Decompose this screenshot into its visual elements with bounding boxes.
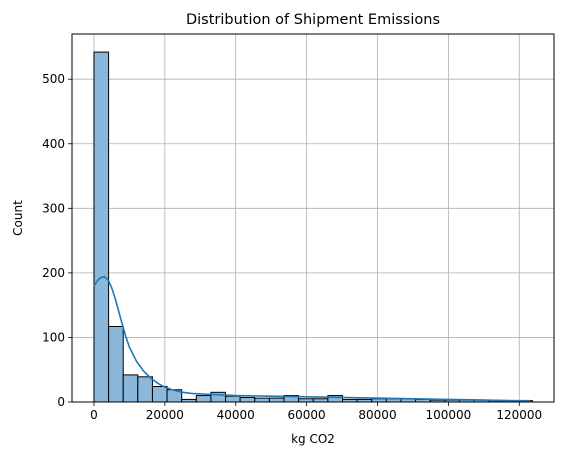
y-tick-label: 200	[42, 266, 65, 280]
histogram-bar	[122, 374, 139, 403]
x-axis-label: kg CO2	[291, 432, 335, 446]
y-tick-label: 500	[42, 72, 65, 86]
y-tick-label: 300	[42, 201, 65, 215]
kde-layer	[93, 275, 530, 402]
x-tick-label: 20000	[146, 408, 184, 422]
y-tick-label: 0	[57, 395, 65, 409]
histogram-bar	[254, 397, 270, 403]
y-axis-label: Count	[11, 200, 25, 236]
x-tick-label: 120000	[496, 408, 542, 422]
x-tick-label: 60000	[288, 408, 326, 422]
histogram-bar	[239, 396, 256, 403]
grid-layer	[72, 34, 554, 403]
plot-frame	[71, 33, 555, 403]
histogram-bar	[93, 51, 110, 403]
histogram-bar	[151, 386, 168, 403]
histogram-bar	[137, 376, 153, 403]
x-tick-label: 0	[90, 408, 98, 422]
x-tick-label: 40000	[217, 408, 255, 422]
y-tick-label: 400	[42, 137, 65, 151]
x-tick-label: 100000	[425, 408, 471, 422]
histogram-bar	[225, 395, 241, 403]
ticks-layer: 0 20000 40000 60000 80000 100000 120000 0 100 200…	[42, 72, 542, 422]
y-tick-label: 100	[42, 330, 65, 344]
kde-curve	[93, 275, 530, 402]
x-tick-label: 80000	[358, 408, 396, 422]
bars-layer	[93, 51, 534, 403]
histogram-bar	[268, 397, 285, 403]
chart-title: Distribution of Shipment Emissions	[186, 12, 440, 28]
histogram-bar	[108, 325, 124, 403]
histogram-bar	[195, 395, 212, 403]
